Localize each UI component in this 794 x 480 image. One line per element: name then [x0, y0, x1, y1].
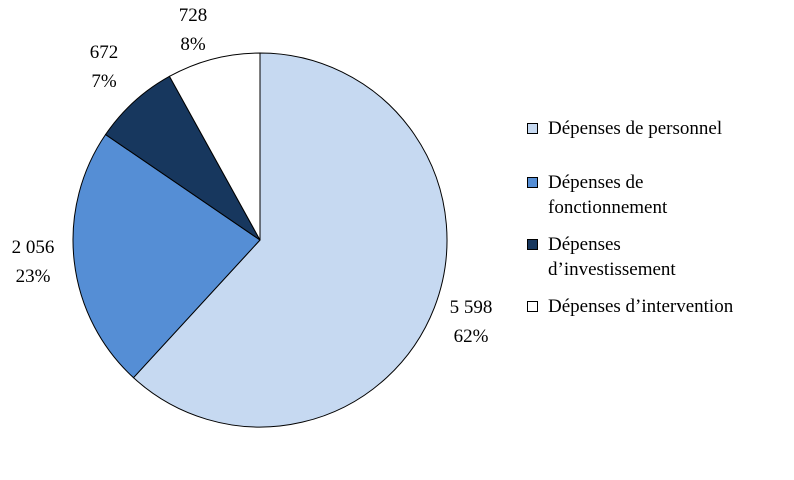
data-labels: 5 598 62% 2 056 23% 672 7% 728 8% — [12, 5, 493, 347]
legend-item: Dépenses d’investissement — [527, 232, 792, 282]
legend-label: Dépenses de personnel — [548, 118, 723, 139]
slice-value-label: 5 598 — [450, 297, 493, 318]
slice-percent-label: 7% — [91, 71, 117, 92]
legend-label: Dépenses de — [548, 172, 644, 193]
slice-percent-label: 62% — [454, 326, 489, 347]
legend-swatch — [527, 177, 538, 188]
legend-label: fonctionnement — [548, 197, 668, 218]
legend-swatch — [527, 301, 538, 312]
pie-slice — [72, 133, 261, 379]
slice-percent-label: 8% — [180, 34, 206, 55]
legend-item: Dépenses de fonctionnement — [527, 170, 792, 220]
pie-slice — [132, 52, 448, 428]
slice-value-label: 672 — [90, 42, 119, 63]
slice-value-label: 728 — [179, 5, 208, 26]
legend-item: Dépenses d’intervention — [527, 294, 792, 319]
slice-value-label: 2 056 — [12, 237, 55, 258]
pie-slice — [168, 52, 261, 241]
legend-label: d’investissement — [548, 259, 676, 280]
pie-slices — [72, 52, 448, 428]
legend-swatch — [527, 123, 538, 134]
legend-label: Dépenses — [548, 234, 621, 255]
legend: Dépenses de personnel Dépenses de fonction… — [527, 116, 792, 319]
legend-item: Dépenses de personnel — [527, 116, 792, 141]
legend-label: Dépenses d’intervention — [548, 296, 734, 317]
legend-swatch — [527, 239, 538, 250]
slice-percent-label: 23% — [16, 266, 51, 287]
